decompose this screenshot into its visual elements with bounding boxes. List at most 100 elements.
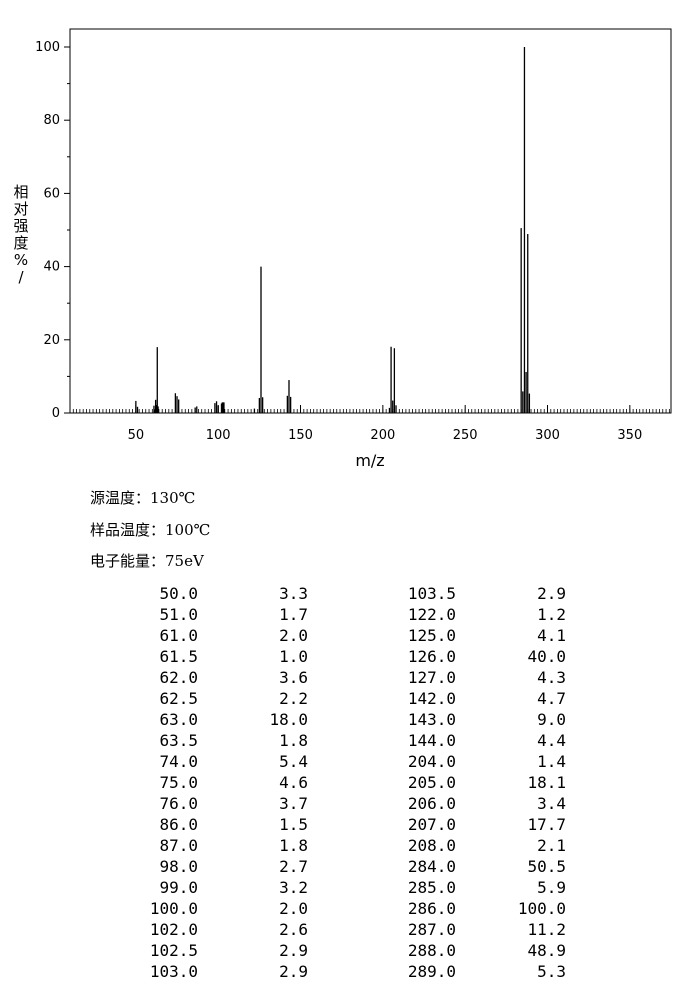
table-cell-intensity: 1.8 — [279, 836, 308, 855]
x-axis-label: m/z — [355, 451, 384, 470]
table-cell-intensity: 1.4 — [537, 752, 566, 771]
table-cell-mz: 86.0 — [159, 815, 198, 834]
table-cell-mz: 62.5 — [159, 689, 198, 708]
y-tick-label: 80 — [43, 113, 60, 128]
table-cell-mz: 122.0 — [407, 605, 456, 624]
table-cell-mz: 75.0 — [159, 773, 198, 792]
table-cell-intensity: 18.0 — [269, 710, 308, 729]
y-tick-label: 0 — [52, 406, 60, 421]
table-cell-intensity: 50.5 — [527, 857, 566, 876]
table-cell-intensity: 2.6 — [279, 920, 308, 939]
x-tick-label: 300 — [535, 428, 560, 443]
y-axis-ticks: 0 20 40 60 80 100 — [35, 40, 70, 421]
table-cell-mz: 143.0 — [407, 710, 456, 729]
table-cell-intensity: 9.0 — [537, 710, 566, 729]
table-cell-mz: 50.0 — [159, 584, 198, 603]
x-tick-label: 250 — [453, 428, 478, 443]
sample-temperature: 样品温度：100℃ — [90, 521, 211, 539]
table-cell-intensity: 2.0 — [279, 899, 308, 918]
y-axis-label-char: 度 — [13, 234, 28, 252]
table-left-mz-column: 50.0 51.0 61.0 61.5 62.0 62.5 63.0 63.5 74.0 75.0… — [120, 583, 198, 982]
table-cell-intensity: 5.9 — [537, 878, 566, 897]
table-cell-intensity: 2.2 — [279, 689, 308, 708]
table-cell-mz: 103.5 — [407, 584, 456, 603]
table-cell-mz: 286.0 — [407, 899, 456, 918]
table-cell-mz: 205.0 — [407, 773, 456, 792]
table-cell-intensity: 1.2 — [537, 605, 566, 624]
table-cell-intensity: 4.7 — [537, 689, 566, 708]
table-cell-mz: 144.0 — [407, 731, 456, 750]
table-cell-mz: 125.0 — [407, 626, 456, 645]
y-axis-label: 相对强度% / — [13, 183, 28, 286]
y-tick-label: 40 — [43, 260, 60, 275]
table-cell-mz: 142.0 — [407, 689, 456, 708]
table-cell-intensity: 1.5 — [279, 815, 308, 834]
table-cell-intensity: 1.8 — [279, 731, 308, 750]
table-cell-intensity: 5.3 — [537, 962, 566, 981]
table-cell-intensity: 2.7 — [279, 857, 308, 876]
table-cell-intensity: 5.4 — [279, 752, 308, 771]
table-right-mz-column: 103.5 122.0 125.0 126.0 127.0 142.0 143.0 144.0… — [378, 583, 456, 982]
table-cell-mz: 63.0 — [159, 710, 198, 729]
x-tick-label: 200 — [370, 428, 395, 443]
table-cell-mz: 207.0 — [407, 815, 456, 834]
table-cell-intensity: 48.9 — [527, 941, 566, 960]
table-cell-intensity: 3.7 — [279, 794, 308, 813]
table-cell-mz: 61.0 — [159, 626, 198, 645]
table-cell-intensity: 3.6 — [279, 668, 308, 687]
table-cell-intensity: 4.3 — [537, 668, 566, 687]
table-cell-intensity: 3.2 — [279, 878, 308, 897]
table-cell-mz: 285.0 — [407, 878, 456, 897]
x-tick-label: 50 — [128, 428, 145, 443]
x-axis-ticks: 50 100 150 200 250 300 350 — [128, 405, 642, 443]
table-cell-intensity: 100.0 — [517, 899, 566, 918]
table-cell-mz: 103.0 — [149, 962, 198, 981]
table-cell-intensity: 4.6 — [279, 773, 308, 792]
table-cell-mz: 208.0 — [407, 836, 456, 855]
y-tick-label: 60 — [43, 186, 60, 201]
mass-spectrum-chart: 50 100 150 200 250 300 350 0 20 40 60 80 100 m/z 相对… — [13, 28, 672, 470]
table-cell-intensity: 1.0 — [279, 647, 308, 666]
table-cell-mz: 61.5 — [159, 647, 198, 666]
table-cell-mz: 51.0 — [159, 605, 198, 624]
table-cell-mz: 284.0 — [407, 857, 456, 876]
table-cell-intensity: 2.9 — [279, 962, 308, 981]
table-cell-mz: 126.0 — [407, 647, 456, 666]
table-cell-mz: 62.0 — [159, 668, 198, 687]
table-cell-mz: 206.0 — [407, 794, 456, 813]
table-cell-mz: 98.0 — [159, 857, 198, 876]
y-axis-label-char: 对 — [13, 200, 28, 218]
table-cell-intensity: 3.3 — [279, 584, 308, 603]
table-cell-intensity: 40.0 — [527, 647, 566, 666]
table-left-intensity-column: 3.3 1.7 2.0 1.0 3.6 2.2 18.0 1.8 5.4 4.6 3.7 1.5 1.8… — [230, 583, 308, 982]
source-temperature: 源温度：130℃ — [90, 489, 196, 507]
table-cell-mz: 63.5 — [159, 731, 198, 750]
table-cell-intensity: 11.2 — [527, 920, 566, 939]
table-cell-mz: 102.5 — [149, 941, 198, 960]
table-cell-mz: 100.0 — [149, 899, 198, 918]
table-cell-intensity: 2.9 — [537, 584, 566, 603]
table-cell-intensity: 2.0 — [279, 626, 308, 645]
table-cell-intensity: 1.7 — [279, 605, 308, 624]
y-axis-label-char: 强 — [13, 217, 28, 235]
table-cell-mz: 74.0 — [159, 752, 198, 771]
table-cell-mz: 87.0 — [159, 836, 198, 855]
y-axis-label-char: / — [18, 268, 24, 286]
table-cell-intensity: 2.9 — [279, 941, 308, 960]
table-cell-intensity: 4.1 — [537, 626, 566, 645]
y-axis-label-char: % — [14, 251, 28, 269]
y-tick-label: 100 — [35, 40, 60, 55]
spectrum-peaks — [135, 47, 531, 413]
y-axis-label-char: 相 — [13, 183, 28, 201]
table-cell-intensity: 3.4 — [537, 794, 566, 813]
plot-frame — [69, 28, 672, 414]
table-cell-mz: 76.0 — [159, 794, 198, 813]
x-tick-label: 150 — [288, 428, 313, 443]
electron-energy: 电子能量：75eV — [90, 552, 204, 570]
table-cell-intensity: 17.7 — [527, 815, 566, 834]
table-cell-intensity: 4.4 — [537, 731, 566, 750]
table-cell-intensity: 2.1 — [537, 836, 566, 855]
table-cell-intensity: 18.1 — [527, 773, 566, 792]
table-right-intensity-column: 2.9 1.2 4.1 40.0 4.3 4.7 9.0 4.4 1.4 18.1 3.4 17.7 2… — [488, 583, 566, 982]
table-cell-mz: 204.0 — [407, 752, 456, 771]
